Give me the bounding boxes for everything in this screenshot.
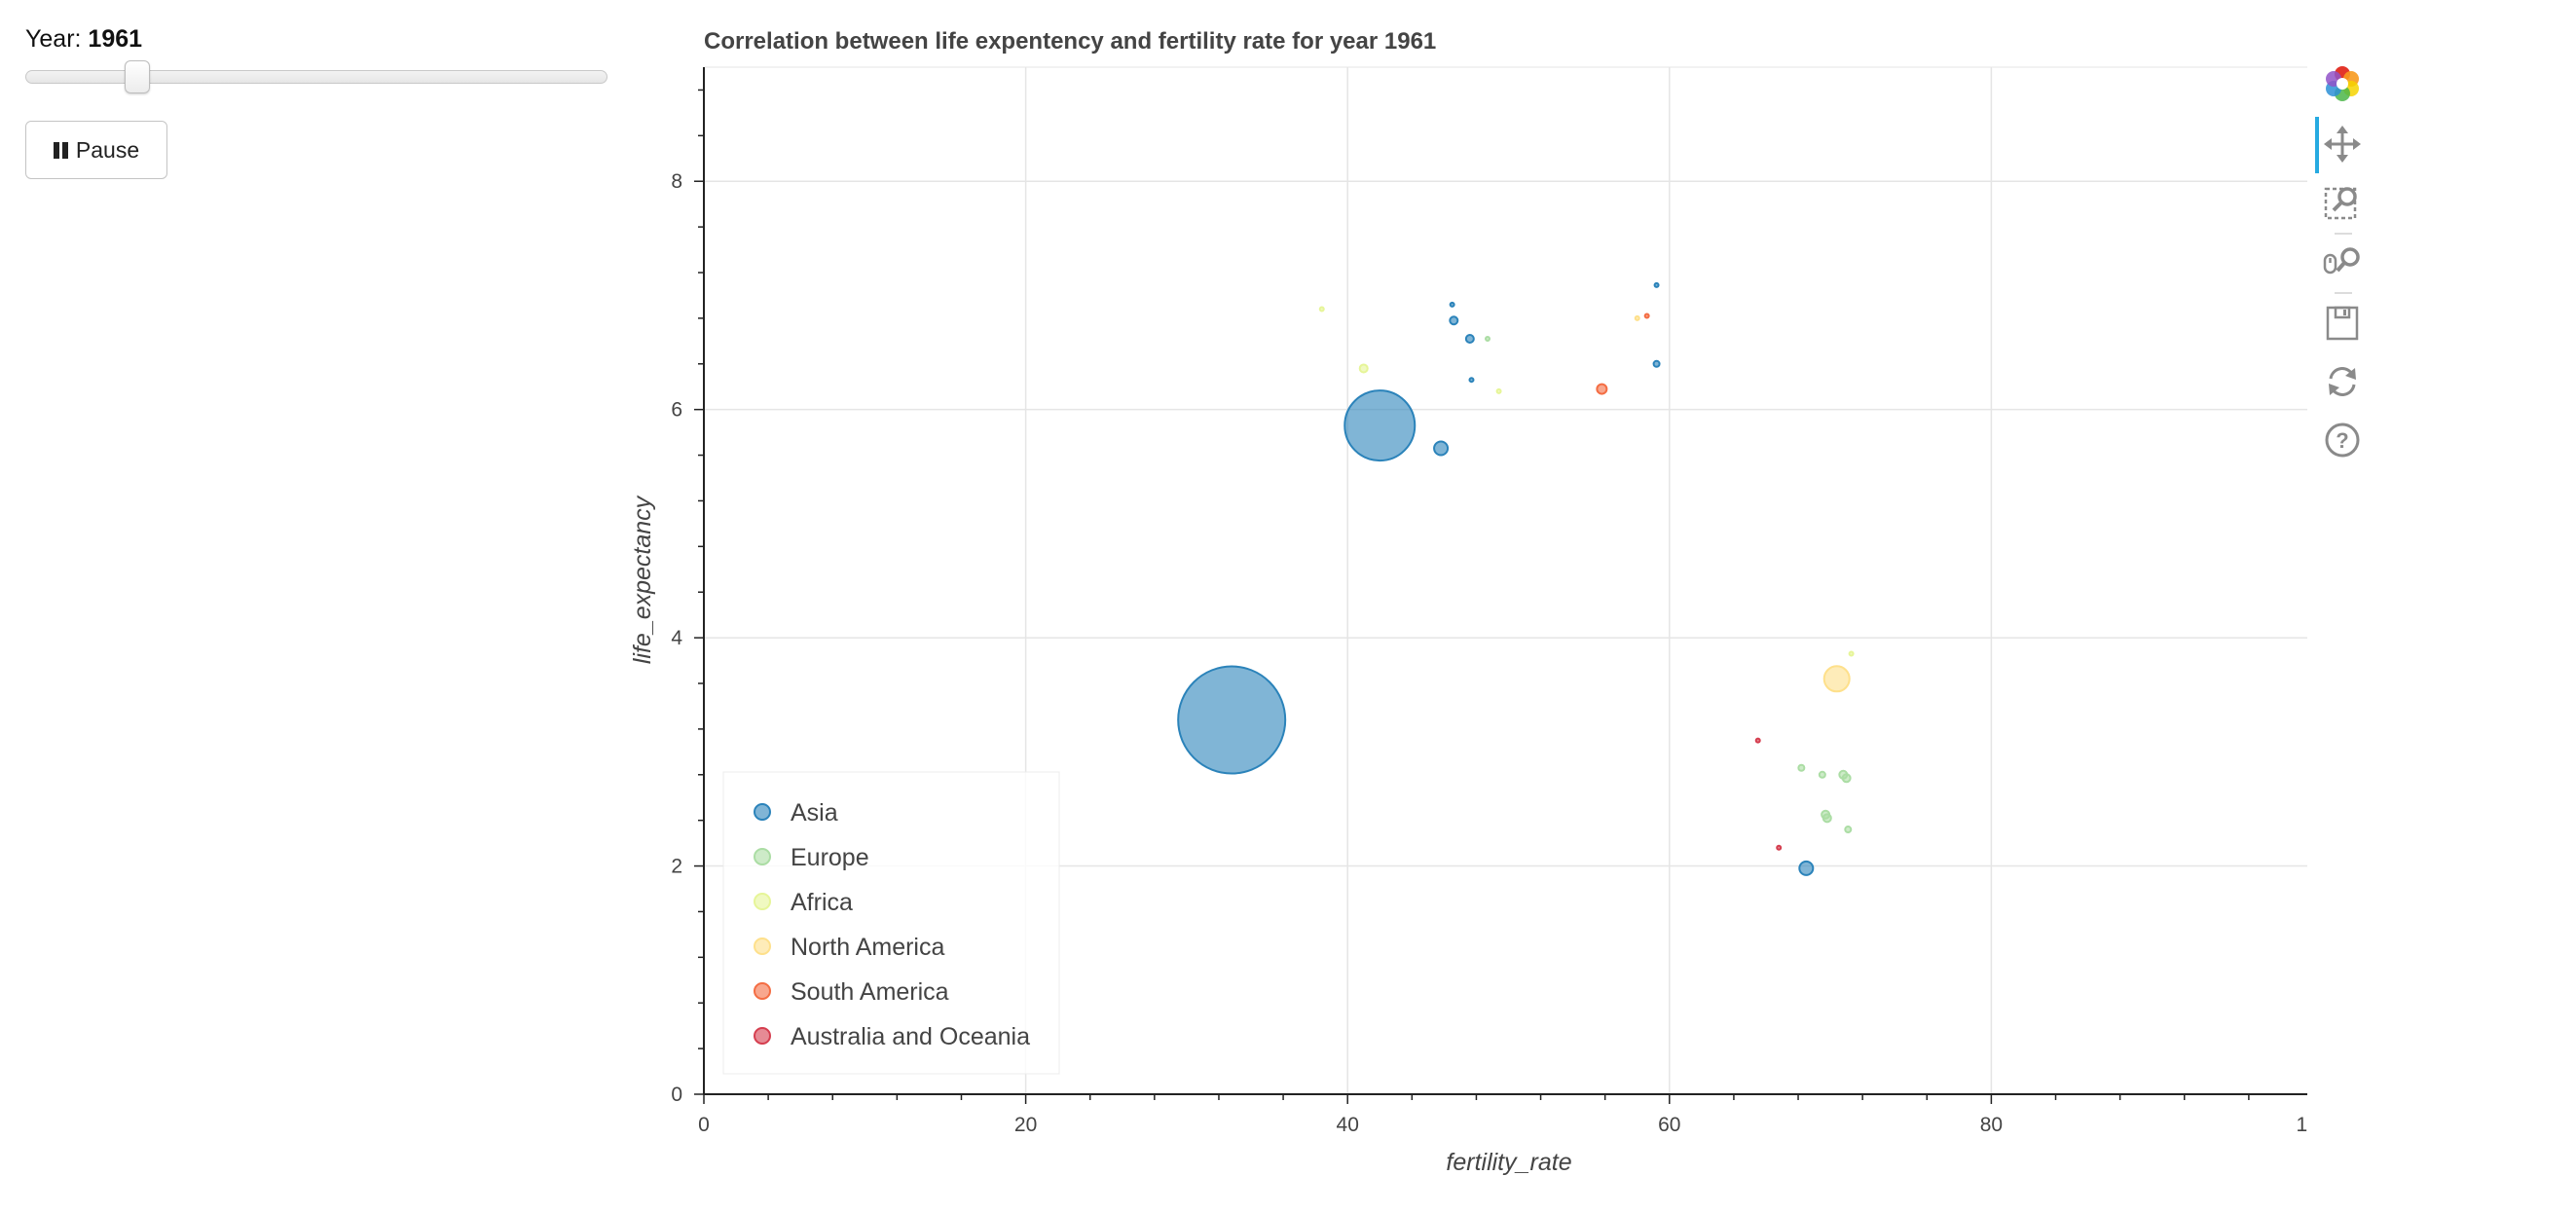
data-point-africa [1318, 306, 1325, 312]
x-tick-label: 80 [1980, 1114, 2003, 1136]
data-point-south-america [1643, 312, 1650, 319]
y-tick-label: 6 [671, 399, 682, 422]
reset-icon[interactable] [2315, 356, 2370, 407]
wheel-zoom-icon[interactable] [2315, 238, 2370, 288]
x-tick-label: 100 [2296, 1114, 2307, 1136]
y-tick-label: 8 [671, 170, 682, 193]
legend-swatch-north-america [754, 937, 771, 955]
box-zoom-icon[interactable] [2315, 177, 2370, 228]
data-point-europe [1841, 773, 1852, 784]
legend-label-south-america: South America [791, 978, 949, 1006]
year-slider-track[interactable] [25, 70, 607, 84]
chart-title: Correlation between life expentency and … [704, 28, 1437, 55]
data-point-europe [1797, 763, 1806, 772]
legend-swatch-asia [754, 803, 771, 821]
year-slider-handle[interactable] [124, 60, 150, 93]
y-tick-label: 4 [671, 627, 682, 649]
active-tool-indicator [2315, 117, 2319, 173]
x-tick-label: 40 [1337, 1114, 1359, 1136]
data-point-asia [1653, 281, 1660, 288]
data-point-north-america [1822, 665, 1851, 693]
legend-label-australia-and-oceania: Australia and Oceania [791, 1023, 1030, 1050]
legend-label-north-america: North America [791, 934, 944, 961]
data-point-asia [1652, 359, 1661, 368]
pan-icon[interactable] [2315, 119, 2370, 169]
data-point-asia [1433, 440, 1450, 457]
toolbar-separator [2335, 233, 2352, 235]
legend-label-africa: Africa [791, 889, 853, 916]
data-point-africa [1495, 387, 1502, 394]
data-point-asia [1798, 860, 1815, 876]
y-tick-label: 2 [671, 856, 682, 878]
pause-button-label: Pause [75, 136, 140, 163]
axes: 0 20 40 60 80 100 0 2 4 6 8 [671, 67, 2307, 1136]
data-point-europe [1844, 826, 1853, 834]
data-point-asia [1449, 315, 1459, 326]
legend[interactable]: Asia Europe Africa North America South Ameri… [722, 771, 1060, 1075]
legend-label-europe: Europe [791, 844, 869, 871]
x-tick-label: 60 [1658, 1114, 1680, 1136]
data-point-europe [1818, 770, 1826, 779]
y-tick-label: 0 [671, 1084, 682, 1106]
data-point-europe [1485, 335, 1491, 342]
data-point-australia-and-oceania [1754, 737, 1761, 744]
legend-swatch-europe [754, 848, 771, 865]
data-point-asia [1449, 301, 1455, 308]
x-axis-label: fertility_rate [1446, 1149, 1571, 1176]
legend-box [722, 771, 1060, 1075]
svg-text:?: ? [2336, 428, 2348, 453]
data-point-africa [1848, 650, 1855, 657]
data-point-south-america [1596, 383, 1608, 395]
data-point-europe [1822, 813, 1832, 824]
data-point-africa [1358, 363, 1369, 374]
save-icon[interactable] [2315, 298, 2370, 349]
chart-toolbar: ? [2315, 58, 2374, 467]
legend-swatch-australia-and-oceania [754, 1027, 771, 1045]
x-tick-label: 0 [698, 1114, 710, 1136]
year-label: Year: 1961 [25, 25, 143, 53]
legend-label-asia: Asia [791, 799, 838, 827]
data-point-asia [1464, 333, 1475, 344]
data-point-asia [1343, 389, 1417, 462]
data-point-australia-and-oceania [1776, 844, 1783, 851]
bokeh-logo-icon[interactable] [2315, 58, 2370, 109]
legend-swatch-south-america [754, 982, 771, 1000]
help-icon[interactable]: ? [2315, 415, 2370, 465]
data-point-asia [1468, 377, 1475, 384]
x-tick-label: 20 [1014, 1114, 1037, 1136]
year-value: 1961 [88, 25, 143, 53]
data-point-asia [1177, 665, 1287, 775]
data-point-north-america [1634, 314, 1640, 321]
toolbar-separator [2335, 292, 2352, 294]
data-points [1177, 281, 1855, 876]
legend-swatch-africa [754, 893, 771, 910]
y-axis-label: life_expectancy [629, 495, 656, 664]
scatter-chart[interactable]: 0 20 40 60 80 100 0 2 4 6 8 fertility_rate life_ex… [0, 0, 2307, 1213]
pause-icon [53, 141, 68, 159]
pause-button[interactable]: Pause [25, 121, 167, 179]
